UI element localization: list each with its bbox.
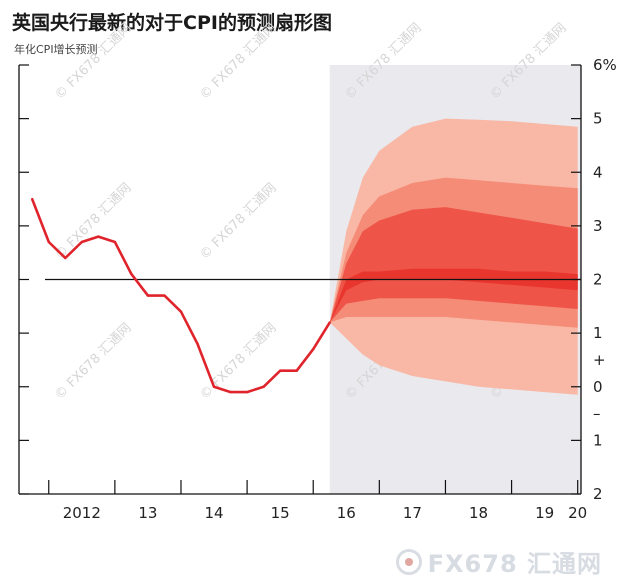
y-tick-label: 1	[593, 324, 603, 342]
cpi-point	[245, 390, 249, 394]
brand-watermark: FX678 汇通网	[395, 544, 602, 579]
x-tick-label: 19	[535, 504, 554, 522]
fan-band-3	[329, 207, 578, 323]
cpi-point	[328, 321, 331, 324]
y-tick-label: 5	[593, 110, 603, 128]
fan-band-4	[329, 268, 578, 323]
y-tick-label: 0	[593, 378, 603, 396]
x-tick-label: 16	[337, 504, 356, 522]
cpi-point	[229, 390, 232, 394]
watermark-text: © FX678 汇通网	[197, 180, 279, 262]
cpi-point	[312, 348, 315, 351]
brand-logo-icon	[395, 548, 422, 575]
x-tick-label: 20	[568, 504, 587, 522]
y-tick-label: 4	[593, 163, 603, 181]
cpi-point	[278, 369, 282, 372]
cpi-point	[113, 240, 117, 244]
cpi-point	[80, 240, 84, 244]
y-tick-label: 6%	[593, 56, 617, 74]
x-tick-label: 17	[403, 504, 422, 522]
watermark-text: © FX678 汇通网	[52, 20, 134, 102]
cpi-point	[130, 272, 133, 276]
y-tick-label: 2	[593, 271, 603, 289]
cpi-point	[31, 197, 34, 201]
chart-title: 英国央行最新的对于CPI的预测扇形图	[12, 12, 332, 34]
x-tick-label: 14	[205, 504, 224, 522]
cpi-point	[163, 294, 166, 297]
y-tick-label: 1	[593, 431, 603, 449]
y-tick-label: +	[593, 351, 606, 369]
y-tick-label: –	[593, 405, 601, 423]
cpi-point	[262, 385, 265, 388]
cpi-point	[47, 240, 50, 244]
y-tick-label: 2	[593, 485, 603, 503]
x-tick-label: 13	[138, 504, 157, 522]
cpi-point	[295, 369, 298, 372]
cpi-point	[196, 342, 199, 346]
watermark-text: © FX678 汇通网	[197, 320, 279, 402]
chart-subtitle: 年化CPI增长预测	[14, 43, 98, 56]
watermark-text: © FX678 汇通网	[52, 180, 134, 262]
watermark-text: © FX678 汇通网	[197, 20, 279, 102]
brand-name: FX678 汇通网	[427, 550, 602, 578]
cpi-point	[179, 310, 183, 313]
watermark-text: © FX678 汇通网	[52, 320, 134, 402]
cpi-point	[64, 256, 67, 260]
x-tick-label: 15	[271, 504, 290, 522]
x-tick-label: 2012	[63, 504, 101, 522]
x-tick-label: 18	[469, 504, 488, 522]
y-tick-label: 3	[593, 217, 603, 235]
cpi-point	[212, 385, 216, 388]
cpi-point	[146, 294, 150, 297]
cpi-point	[97, 235, 100, 238]
